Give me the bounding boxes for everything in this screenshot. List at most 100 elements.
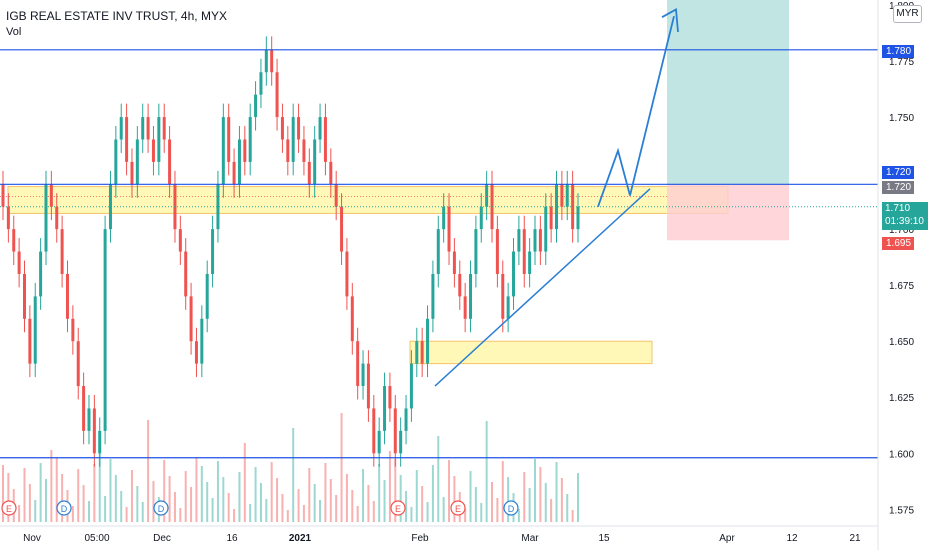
price-tick-label: 1.775 [889,57,914,68]
volume-bar [265,499,268,522]
volume-bar [394,459,397,522]
volume-bar [292,428,295,522]
candle-body [248,117,252,162]
volume-bar [82,485,85,522]
candle-body [576,206,580,230]
volume-bar [351,490,354,522]
candle-body [130,161,134,185]
volume-bar [399,475,402,522]
event-marker-letter: E [6,504,12,514]
volume-bar [577,473,579,522]
volume-bar [367,485,370,522]
earnings-marker [1,500,17,516]
candle-body [426,318,430,364]
candle-body [420,341,424,364]
volume-bar [517,509,520,522]
volume-bar [39,463,42,522]
event-marker-letter: E [395,504,401,514]
candle-body [512,251,516,297]
candle-body [184,251,188,297]
candle-body [286,139,290,162]
candle-body [350,296,354,342]
candle-body [522,229,526,274]
candle-body [216,184,220,230]
price-tick-label: 1.675 [889,281,914,292]
price-tick-label: 1.625 [889,393,914,404]
candle-body [254,94,258,118]
volume-bar [173,492,176,522]
volume-bar [415,470,418,522]
candle-body [291,117,295,162]
volume-bar [453,476,456,522]
volume-bar [141,502,144,522]
symbol-title[interactable]: IGB REAL ESTATE INV TRUST, 4h, MYX [6,9,227,23]
volume-bar [7,473,10,522]
candle-body [506,296,510,319]
volume-bar [114,475,117,522]
candle-body [275,72,279,118]
candle-body [544,206,548,252]
candle-body [194,341,198,364]
volume-bar [55,458,58,522]
candle-body [178,229,182,252]
candle-body [151,139,155,162]
candle-body [108,184,112,230]
volume-bar [233,509,236,522]
volume-bar [426,502,429,522]
volume-bar [485,421,488,522]
candle-body [409,363,413,409]
volume-bar [254,467,257,522]
volume-bar [539,467,542,522]
candle-body [469,273,473,319]
candle-body [44,184,48,252]
volume-bar [523,472,526,522]
event-marker-letter: D [508,504,515,514]
volume-bar [442,497,445,522]
projection-arrowhead [661,8,679,32]
volume-bar [98,435,101,522]
candle-body [65,273,69,319]
volume-bar [195,458,198,522]
volume-bar [474,487,477,522]
candle-body [345,251,349,297]
time-tick-label: Feb [411,533,429,544]
volume-bar [534,459,537,522]
candle-body [135,139,139,185]
volume-bar [270,462,273,522]
candle-body [501,273,505,319]
candle-body [334,184,338,207]
volume-bar [44,479,47,522]
candle-body [55,206,59,230]
candle-body [431,273,435,319]
candle-body [17,251,21,274]
trend-line [434,188,651,387]
candle-body [436,229,440,274]
candle-body [297,117,301,140]
candle-body [146,117,150,140]
volume-indicator-label[interactable]: Vol [6,26,22,38]
candle-body [270,49,274,73]
candle-body [485,184,489,207]
volume-bar [491,482,494,522]
last-price-tag: 1.710 01:39:10 [882,202,928,230]
volume-bar [216,461,219,522]
volume-bar [2,465,4,522]
time-tick-label: Nov [23,533,41,544]
volume-bar [297,489,300,522]
volume-bar [184,471,187,522]
volume-bar [125,507,128,522]
volume-bar [308,468,311,522]
dividend-marker [503,500,519,516]
volume-bar [243,443,246,522]
volume-bar [259,483,262,522]
volume-bar [324,463,327,522]
target-zone [667,0,789,185]
currency-button[interactable]: MYR [893,5,922,23]
last-price-value: 1.710 [885,203,911,214]
candle-body [458,273,462,297]
time-tick-label: 05:00 [84,533,109,544]
candle-body [404,408,408,431]
candle-body [388,386,392,409]
volume-bar [136,486,139,522]
